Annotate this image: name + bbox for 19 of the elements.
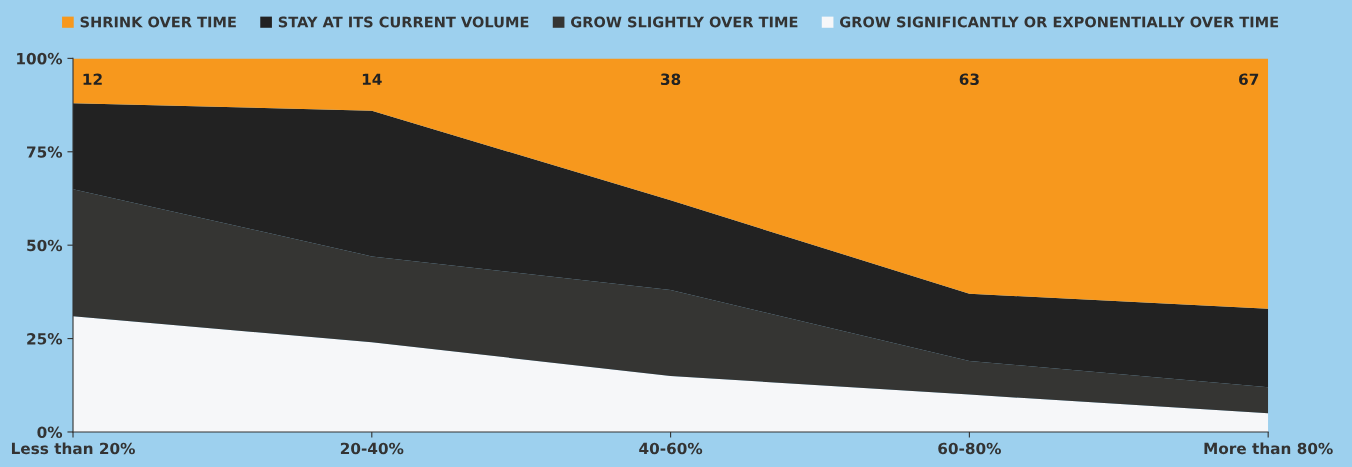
y-tick-label: 0% [37,426,63,438]
y-tick-label: 25% [27,333,63,345]
data-label: 63 [959,73,979,86]
data-label: 67 [1239,73,1259,86]
y-tick-label: 50% [27,239,63,252]
data-label: 14 [362,73,382,85]
data-label: 38 [660,73,681,86]
x-tick-label: 40-60% [639,442,703,455]
x-tick-label: Less than 20% [11,442,135,455]
legend-label: GROW SIGNIFICANTLY OR EXPONENTIALLY OVER TIME [840,16,1279,28]
y-tick-label: 100% [17,52,63,65]
legend-label: GROW SLIGHTLY OVER TIME [570,16,798,28]
legend-label: STAY AT ITS CURRENT VOLUME [278,16,529,28]
x-tick-label: 60-80% [938,442,1001,455]
x-tick-label: 20-40% [340,442,404,455]
y-tick-label: 75% [27,146,63,158]
data-label: 12 [83,73,102,85]
legend-label: SHRINK OVER TIME [80,16,236,28]
x-tick-label: More than 80% [1204,442,1333,455]
